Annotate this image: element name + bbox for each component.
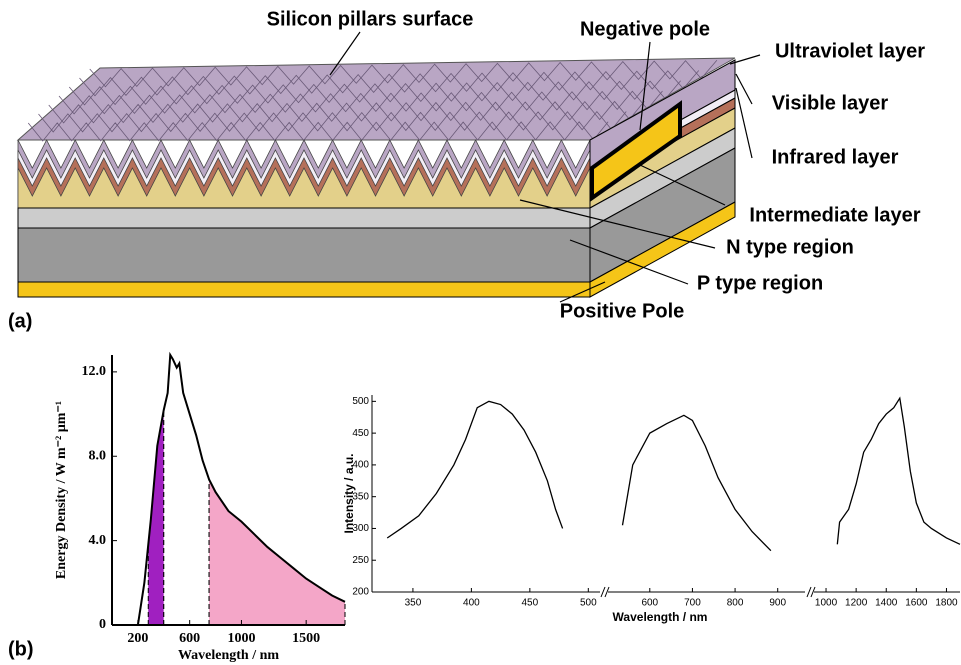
x-tick-label: 200	[127, 631, 148, 646]
label: N type region	[726, 236, 854, 258]
x-tick-label: 1000	[227, 631, 255, 646]
leader	[730, 55, 760, 64]
y-tick-label: 500	[352, 396, 369, 407]
spectrum	[387, 401, 562, 538]
panel-label: (b)	[8, 638, 34, 660]
label: Silicon pillars surface	[267, 8, 474, 30]
y-axis-label: Energy Density / W m⁻² µm⁻¹	[54, 401, 69, 579]
x-tick-label: 350	[405, 598, 422, 609]
label: Infrared layer	[772, 146, 899, 168]
label: Negative pole	[580, 18, 710, 40]
region	[209, 479, 345, 625]
p-region	[18, 228, 590, 282]
region	[164, 355, 209, 625]
y-tick-label: 12.0	[82, 364, 107, 379]
x-tick-label: 450	[522, 598, 539, 609]
x-tick-label: 1400	[875, 598, 898, 609]
x-tick-label: 600	[641, 598, 658, 609]
x-tick-label: 400	[463, 598, 480, 609]
label: Intermediate layer	[749, 204, 920, 226]
y-axis-label: Intensity / a.u.	[342, 453, 356, 533]
spectrum	[837, 398, 960, 544]
x-tick-label: 1000	[815, 598, 838, 609]
label: Visible layer	[772, 92, 889, 114]
y-tick-label: 200	[352, 587, 369, 598]
x-tick-label: 800	[727, 598, 744, 609]
label: Positive Pole	[560, 300, 685, 322]
x-tick-label: 1600	[905, 598, 928, 609]
y-tick-label: 450	[352, 428, 369, 439]
y-tick-label: 8.0	[89, 448, 107, 463]
x-axis-label: Wavelength / nm	[613, 610, 708, 624]
x-tick-label: 1200	[845, 598, 868, 609]
label: P type region	[697, 272, 823, 294]
y-tick-label: 0	[99, 617, 106, 632]
chart-energy: 0 4.0 8.0 12.0 200 600 1000 1500 Wavelength / nm…	[54, 355, 345, 663]
n-region	[18, 208, 590, 228]
x-tick-label: 500	[580, 598, 597, 609]
label: Ultraviolet layer	[775, 40, 925, 62]
y-tick-label: 250	[352, 555, 369, 566]
x-tick-label: 900	[769, 598, 786, 609]
y-tick-label: 4.0	[89, 533, 107, 548]
axis-break	[807, 587, 811, 597]
x-axis-label: Wavelength / nm	[178, 648, 279, 663]
positive-pole	[18, 282, 590, 297]
x-tick-label: 1800	[935, 598, 958, 609]
panel-label: (a)	[8, 310, 32, 332]
x-tick-label: 700	[684, 598, 701, 609]
x-tick-label: 600	[179, 631, 200, 646]
x-tick-label: 1500	[292, 631, 320, 646]
figure: Silicon pillars surface Negative pole Ul…	[0, 0, 961, 665]
spectrum	[622, 415, 770, 550]
layer	[18, 168, 590, 208]
axis-break	[601, 587, 605, 597]
